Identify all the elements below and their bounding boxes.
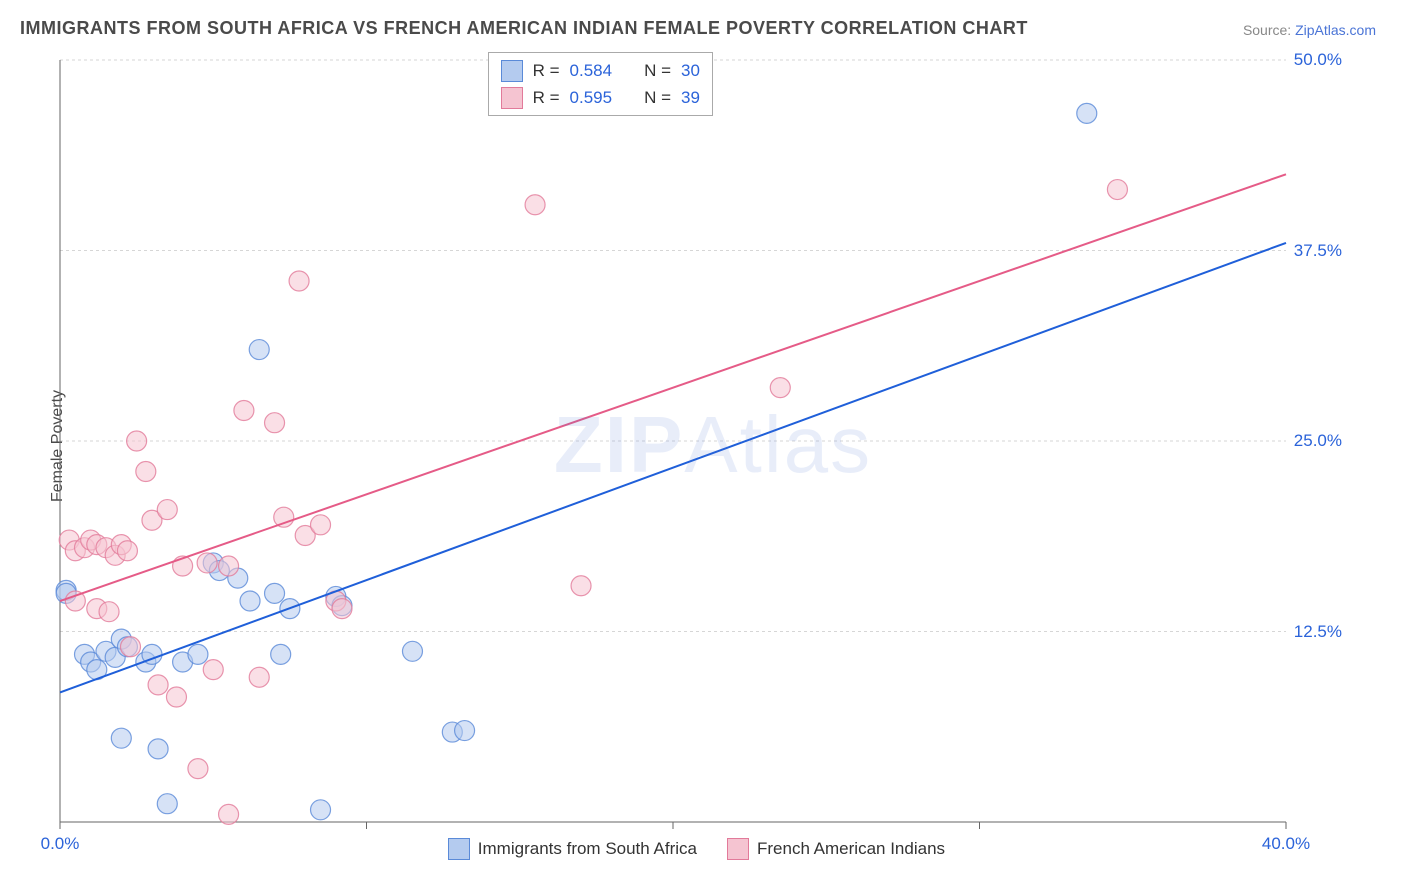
legend-series-label: Immigrants from South Africa [478, 839, 697, 859]
x-tick-label: 40.0% [1262, 834, 1310, 854]
x-tick-label: 0.0% [41, 834, 80, 854]
source-link[interactable]: ZipAtlas.com [1295, 22, 1376, 38]
legend-r-value: 0.595 [570, 84, 613, 111]
chart-area: ZIPAtlas R =0.584N =30R =0.595N =39 Immi… [50, 50, 1376, 872]
legend-swatch [448, 838, 470, 860]
source-label: Source: [1243, 22, 1295, 38]
legend-series-item: French American Indians [727, 838, 945, 860]
y-tick-label: 25.0% [1294, 431, 1342, 451]
legend-swatch [727, 838, 749, 860]
legend-r-value: 0.584 [570, 57, 613, 84]
legend-row: R = 0.595 N = 39 [501, 84, 700, 111]
scatter-chart [50, 50, 1376, 872]
legend-n-label: N = [644, 84, 671, 111]
legend-series-label: French American Indians [757, 839, 945, 859]
legend-series-item: Immigrants from South Africa [448, 838, 697, 860]
correlation-legend: R = 0.584 N = 30 R = 0.595 N = 39 [488, 52, 713, 116]
legend-n-value: 39 [681, 84, 700, 111]
legend-r-label: R = [533, 84, 560, 111]
legend-swatch [501, 87, 523, 109]
source-attribution: Source: ZipAtlas.com [1243, 22, 1376, 38]
series-legend: Immigrants from South Africa French Ameri… [448, 838, 945, 860]
legend-n-label: N = [644, 57, 671, 84]
legend-n-value: 30 [681, 57, 700, 84]
y-tick-label: 12.5% [1294, 622, 1342, 642]
y-tick-label: 50.0% [1294, 50, 1342, 70]
y-tick-label: 37.5% [1294, 241, 1342, 261]
legend-row: R = 0.584 N = 30 [501, 57, 700, 84]
legend-swatch [501, 60, 523, 82]
chart-title: IMMIGRANTS FROM SOUTH AFRICA VS FRENCH A… [20, 18, 1028, 39]
legend-r-label: R = [533, 57, 560, 84]
